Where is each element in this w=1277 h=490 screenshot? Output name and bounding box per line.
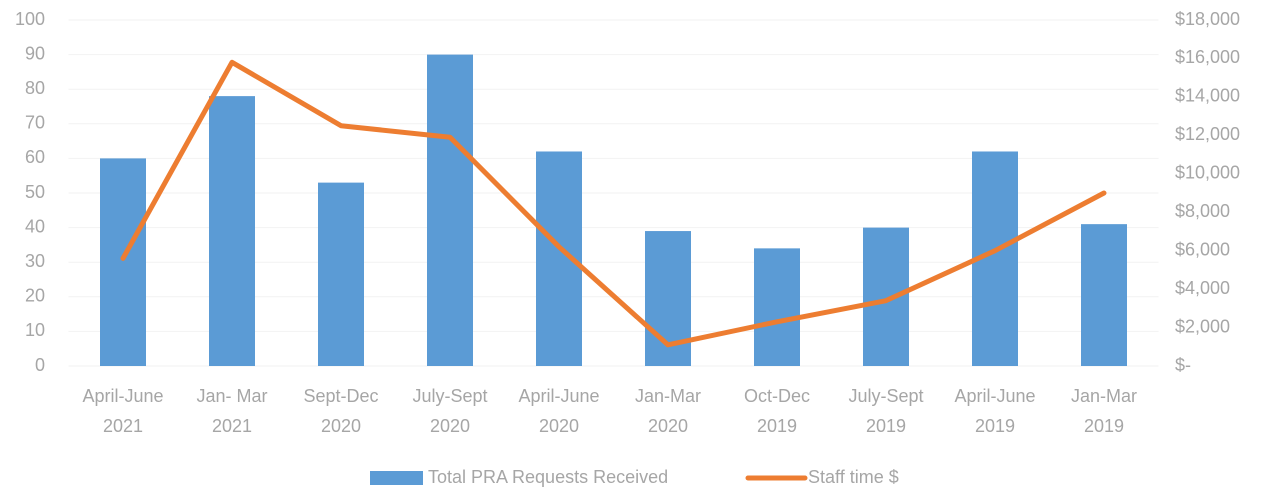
x-tick-label: 2019	[975, 416, 1015, 436]
x-tick-label: Oct-Dec	[744, 386, 810, 406]
y-tick-label: 40	[25, 216, 45, 236]
y-tick-label: 70	[25, 113, 45, 133]
y-tick-label: 60	[25, 147, 45, 167]
x-tick-label: 2021	[103, 416, 143, 436]
y2-tick-label: $6,000	[1175, 239, 1230, 259]
y-tick-label: 90	[25, 43, 45, 63]
bar	[427, 54, 473, 366]
x-tick-label: 2019	[1084, 416, 1124, 436]
y2-tick-label: $4,000	[1175, 278, 1230, 298]
x-tick-label: April-June	[954, 386, 1035, 406]
legend-swatch	[370, 471, 423, 485]
bar	[100, 158, 146, 366]
x-tick-label: April-June	[82, 386, 163, 406]
x-tick-label: 2020	[648, 416, 688, 436]
y-tick-label: 10	[25, 320, 45, 340]
y2-tick-label: $12,000	[1175, 124, 1240, 144]
x-tick-label: 2019	[757, 416, 797, 436]
x-tick-label: 2020	[539, 416, 579, 436]
bar	[754, 248, 800, 366]
bar	[209, 96, 255, 367]
x-tick-label: Jan-Mar	[1071, 386, 1137, 406]
x-tick-label: July-Sept	[412, 386, 487, 406]
x-tick-label: 2020	[321, 416, 361, 436]
bar	[318, 182, 364, 366]
y-tick-label: 30	[25, 251, 45, 271]
y-tick-label: 0	[35, 355, 45, 375]
x-tick-label: 2019	[866, 416, 906, 436]
x-tick-label: Jan- Mar	[196, 386, 267, 406]
y2-tick-label: $2,000	[1175, 316, 1230, 336]
y2-tick-label: $8,000	[1175, 201, 1230, 221]
legend-label: Staff time $	[808, 467, 899, 487]
y2-tick-label: $18,000	[1175, 9, 1240, 29]
x-tick-label: July-Sept	[848, 386, 923, 406]
x-tick-label: 2021	[212, 416, 252, 436]
bar	[863, 227, 909, 366]
y2-tick-label: $10,000	[1175, 163, 1240, 183]
x-tick-label: Sept-Dec	[303, 386, 378, 406]
y-tick-label: 100	[15, 9, 45, 29]
y2-tick-label: $16,000	[1175, 47, 1240, 67]
y-tick-label: 20	[25, 286, 45, 306]
y-tick-label: 80	[25, 78, 45, 98]
line	[120, 59, 1107, 348]
bar	[1081, 224, 1127, 366]
y2-tick-label: $14,000	[1175, 86, 1240, 106]
x-tick-label: 2020	[430, 416, 470, 436]
y-tick-label: 50	[25, 182, 45, 202]
legend-label: Total PRA Requests Received	[428, 467, 668, 487]
x-tick-label: April-June	[518, 386, 599, 406]
x-tick-label: Jan-Mar	[635, 386, 701, 406]
y2-tick-label: $-	[1175, 355, 1191, 375]
